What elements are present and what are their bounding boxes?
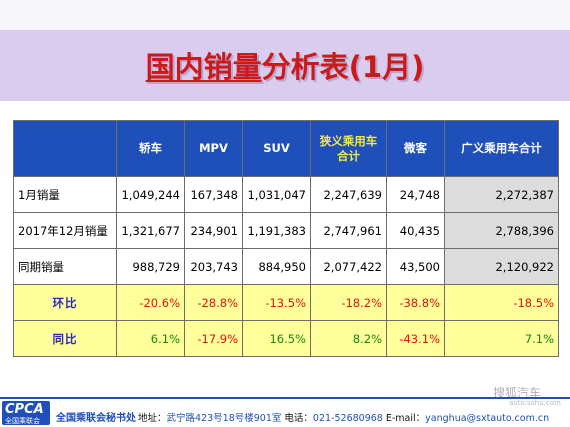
table-cell: 203,743 xyxy=(184,248,243,285)
table-cell: 2,747,961 xyxy=(310,212,387,249)
title-band xyxy=(0,0,570,110)
table-cell: 2,077,422 xyxy=(310,248,387,285)
table-cell: -13.5% xyxy=(242,284,311,321)
table-cell: 40,435 xyxy=(386,212,445,249)
header-sedan: 轿车 xyxy=(116,120,185,177)
table-cell: -18.5% xyxy=(444,284,559,321)
table-cell: 884,950 xyxy=(242,248,311,285)
row-label: 1月销量 xyxy=(13,176,117,213)
table-cell: 16.5% xyxy=(242,320,311,357)
table-cell: -28.8% xyxy=(184,284,243,321)
table-cell: 24,748 xyxy=(386,176,445,213)
table-row-yoy: 同比 6.1% -17.9% 16.5% 8.2% -43.1% 7.1% xyxy=(13,320,559,357)
header-mpv: MPV xyxy=(184,120,243,177)
table-header-row: 轿车 MPV SUV 狭义乘用车合计 微客 广义乘用车合计 xyxy=(13,120,559,177)
table-row: 1月销量 1,049,244 167,348 1,031,047 2,247,6… xyxy=(13,176,559,213)
header-broad-total: 广义乘用车合计 xyxy=(444,120,559,177)
table-cell: 1,191,383 xyxy=(242,212,311,249)
table-cell: 167,348 xyxy=(184,176,243,213)
sales-table: 轿车 MPV SUV 狭义乘用车合计 微客 广义乘用车合计 1月销量 1,049… xyxy=(13,120,559,357)
header-corner xyxy=(13,120,117,177)
header-narrow-total: 狭义乘用车合计 xyxy=(310,120,387,177)
table-cell: 988,729 xyxy=(116,248,185,285)
email-label: E-mail： xyxy=(385,413,426,424)
table-row-mom: 环比 -20.6% -28.8% -13.5% -18.2% -38.8% -1… xyxy=(13,284,559,321)
table-row: 2017年12月销量 1,321,677 234,901 1,191,383 2… xyxy=(13,212,559,249)
cpca-logo: CPCA 全国乘联会 xyxy=(2,401,50,425)
email-value: yanghua@sxtauto.com.cn xyxy=(425,413,550,424)
address-value: 武宁路423号18号楼901室 xyxy=(166,413,282,424)
org-name: 全国乘联会秘书处 xyxy=(56,413,136,424)
footer-divider xyxy=(0,397,570,399)
row-label: 环比 xyxy=(13,284,117,321)
table-cell: -38.8% xyxy=(386,284,445,321)
table-cell: 1,049,244 xyxy=(116,176,185,213)
phone-label: 电话： xyxy=(284,413,313,424)
row-label: 同比 xyxy=(13,320,117,357)
row-label: 2017年12月销量 xyxy=(13,212,117,249)
table-cell: -43.1% xyxy=(386,320,445,357)
table-cell: 2,247,639 xyxy=(310,176,387,213)
address-label: 地址： xyxy=(138,413,167,424)
table-cell: 1,031,047 xyxy=(242,176,311,213)
logo-subtext: 全国乘联会 xyxy=(5,417,40,425)
table-cell: 234,901 xyxy=(184,212,243,249)
table-cell: 2,272,387 xyxy=(444,176,559,213)
table-cell: 1,321,677 xyxy=(116,212,185,249)
table-cell: 43,500 xyxy=(386,248,445,285)
table-cell: -18.2% xyxy=(310,284,387,321)
logo-text: CPCA xyxy=(5,402,44,417)
title-rest: 分析表(1月) xyxy=(261,50,425,84)
watermark-text: 搜狐汽车 xyxy=(493,386,542,400)
watermark-subtext: auto.sohu.com xyxy=(509,399,561,407)
table-row: 同期销量 988,729 203,743 884,950 2,077,422 4… xyxy=(13,248,559,285)
page-title: 国内销量分析表(1月) xyxy=(0,44,570,86)
row-label: 同期销量 xyxy=(13,248,117,285)
table-cell: 8.2% xyxy=(310,320,387,357)
table-cell: 7.1% xyxy=(444,320,559,357)
table-cell: -20.6% xyxy=(116,284,185,321)
header-suv: SUV xyxy=(242,120,311,177)
header-minivan: 微客 xyxy=(386,120,445,177)
table-cell: 2,120,922 xyxy=(444,248,559,285)
table-cell: -17.9% xyxy=(184,320,243,357)
phone-value: 021-52680968 xyxy=(312,413,383,424)
contact-info: 地址：武宁路423号18号楼901室 电话：021-52680968 E-mai… xyxy=(138,410,549,424)
table-cell: 2,788,396 xyxy=(444,212,559,249)
table-cell: 6.1% xyxy=(116,320,185,357)
title-highlight: 国内销量 xyxy=(145,50,262,84)
